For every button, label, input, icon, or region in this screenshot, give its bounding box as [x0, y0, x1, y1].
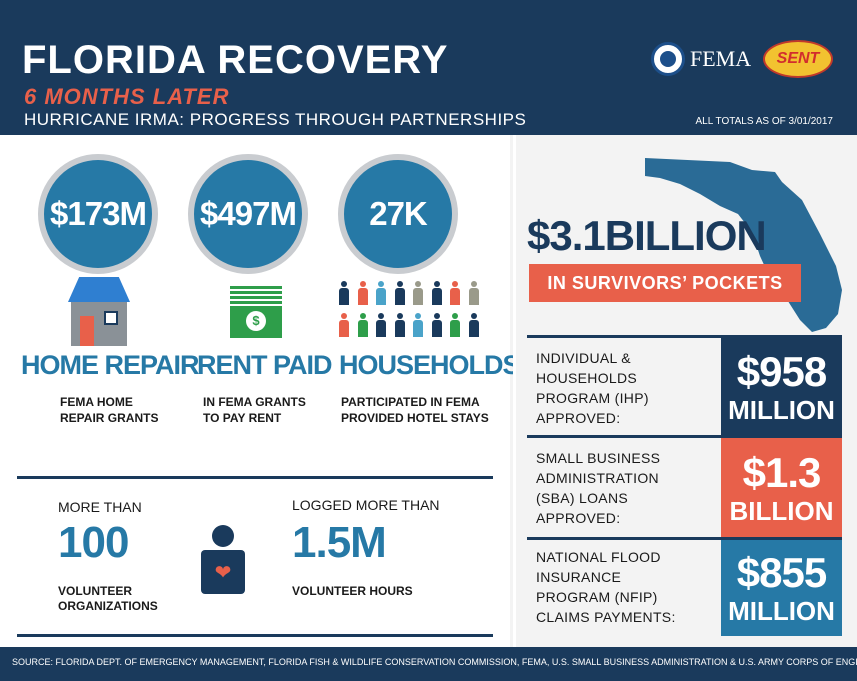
label-line: (SBA) LOANS — [536, 490, 628, 506]
category-desc-home-repair: FEMA HOME REPAIR GRANTS — [60, 394, 158, 426]
program-amount: $958 — [736, 347, 827, 395]
category-title-home-repair: HOME REPAIR — [21, 350, 200, 380]
person-icon — [412, 281, 424, 305]
desc-line: PROVIDED HOTEL STAYS — [341, 411, 489, 425]
label-line: APPROVED: — [536, 410, 621, 426]
category-desc-rent-paid: IN FEMA GRANTS TO PAY RENT — [203, 394, 306, 426]
program-unit: MILLION — [728, 394, 835, 425]
person-icon — [468, 313, 480, 337]
total-label-banner: IN SURVIVORS’ POCKETS — [529, 264, 801, 302]
label-line: ADMINISTRATION — [536, 470, 659, 486]
program-label-ihp: INDIVIDUAL & HOUSEHOLDS PROGRAM (IHP) AP… — [536, 348, 649, 428]
label-line: INDIVIDUAL & — [536, 350, 631, 366]
person-icon — [394, 281, 406, 305]
section-divider — [17, 476, 493, 479]
money-icon: $ — [230, 286, 282, 338]
row-divider — [527, 435, 842, 438]
stat-circle-home-repair: $173M — [38, 154, 158, 274]
person-icon — [357, 281, 369, 305]
label-line: APPROVED: — [536, 510, 621, 526]
section-divider-bottom — [17, 634, 493, 637]
desc-line: ORGANIZATIONS — [58, 599, 158, 613]
person-icon — [449, 313, 461, 337]
label-line: PROGRAM (IHP) — [536, 390, 649, 406]
desc-line: IN FEMA GRANTS — [203, 395, 306, 409]
desc-line: VOLUNTEER — [58, 584, 133, 598]
category-desc-households: PARTICIPATED IN FEMA PROVIDED HOTEL STAY… — [341, 394, 489, 426]
dhs-seal-icon — [651, 42, 685, 76]
page-subtitle: 6 MONTHS LATER — [24, 84, 230, 109]
person-icon — [431, 313, 443, 337]
label-line: SMALL BUSINESS — [536, 450, 661, 466]
program-value-sba: $1.3 BILLION — [721, 438, 842, 537]
person-icon — [375, 281, 387, 305]
category-title-households: HOUSEHOLDS — [339, 350, 521, 380]
person-icon — [375, 313, 387, 337]
hours-desc: VOLUNTEER HOURS — [292, 584, 413, 598]
orgs-value: 100 — [58, 518, 129, 567]
source-footer: SOURCE: FLORIDA DEPT. OF EMERGENCY MANAG… — [0, 647, 857, 681]
stat-circle-rent-paid: $497M — [188, 154, 308, 274]
people-icon — [338, 281, 488, 339]
label-line: NATIONAL FLOOD — [536, 549, 661, 565]
orgs-desc: VOLUNTEER ORGANIZATIONS — [58, 584, 158, 614]
program-label-nfip: NATIONAL FLOOD INSURANCE PROGRAM (NFIP) … — [536, 547, 676, 627]
person-icon — [468, 281, 480, 305]
page-tagline: HURRICANE IRMA: PROGRESS THROUGH PARTNER… — [24, 110, 527, 129]
label-line: INSURANCE — [536, 569, 622, 585]
category-title-rent-paid: RENT PAID — [197, 350, 333, 380]
stat-circle-households: 27K — [338, 154, 458, 274]
label-line: HOUSEHOLDS — [536, 370, 638, 386]
page-title: FLORIDA RECOVERY — [22, 38, 449, 82]
program-unit: MILLION — [728, 596, 835, 626]
sent-logo-text: SENT — [776, 50, 820, 67]
person-icon — [338, 281, 350, 305]
label-line: CLAIMS PAYMENTS: — [536, 609, 676, 625]
program-amount: $1.3 — [742, 448, 822, 496]
label-line: PROGRAM (NFIP) — [536, 589, 658, 605]
total-amount: $3.1BILLION — [527, 212, 767, 259]
volunteer-head-icon — [212, 525, 234, 547]
person-icon — [394, 313, 406, 337]
desc-line: PARTICIPATED IN FEMA — [341, 395, 480, 409]
desc-line: TO PAY RENT — [203, 411, 282, 425]
hours-label: LOGGED MORE THAN — [292, 497, 440, 513]
desc-line: FEMA HOME — [60, 395, 133, 409]
person-icon — [431, 281, 443, 305]
person-icon — [412, 313, 424, 337]
program-amount: $855 — [736, 549, 827, 596]
person-icon — [338, 313, 350, 337]
desc-line: REPAIR GRANTS — [60, 411, 159, 425]
program-label-sba: SMALL BUSINESS ADMINISTRATION (SBA) LOAN… — [536, 448, 660, 528]
person-icon — [449, 281, 461, 305]
orgs-label: MORE THAN — [58, 499, 142, 515]
program-unit: BILLION — [729, 495, 834, 526]
hours-value: 1.5M — [292, 518, 387, 567]
header-banner: FLORIDA RECOVERY 6 MONTHS LATER HURRICAN… — [0, 0, 857, 135]
program-value-ihp: $958 MILLION — [721, 338, 842, 435]
program-value-nfip: $855 MILLION — [721, 540, 842, 636]
volunteer-heart-icon: ❤ — [201, 550, 245, 594]
person-icon — [357, 313, 369, 337]
sent-logo: SENT — [763, 40, 833, 78]
row-divider — [527, 537, 842, 540]
fema-logo: FEMA — [690, 46, 752, 71]
row-divider — [527, 335, 842, 338]
as-of-date: ALL TOTALS AS OF 3/01/2017 — [695, 116, 834, 127]
